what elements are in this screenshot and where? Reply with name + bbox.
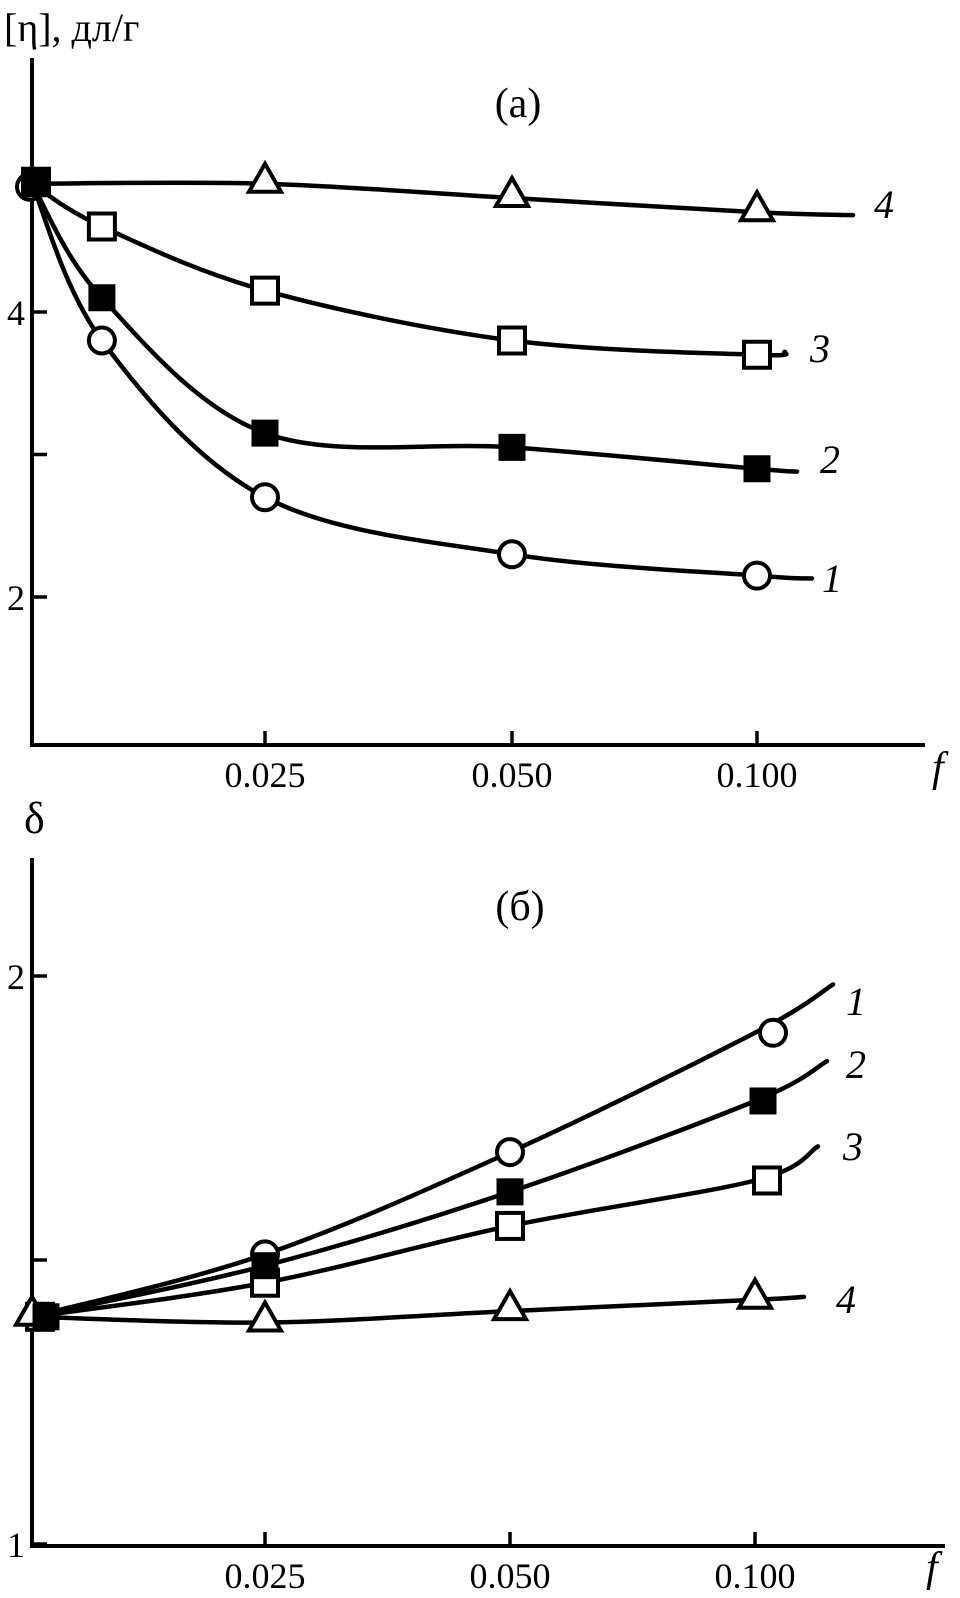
panel-a-series-1-curve: [29, 181, 815, 581]
panel-a-series-2-marker: [743, 455, 771, 483]
panel-b-y-tick-label: 1: [7, 1525, 25, 1565]
panel-a-series-1-marker: [86, 325, 117, 356]
panel-a-series-3-marker: [497, 325, 527, 356]
panel-a-series-4-marker: [737, 188, 777, 223]
panel-b-series-1-marker: [758, 1017, 788, 1048]
panel-a-x-axis-label: f: [932, 745, 944, 791]
panel-a-x-tick-label: 0.025: [225, 755, 306, 795]
panel-a-series-2-curve: [29, 181, 800, 474]
panel-a-series-3-marker: [742, 339, 772, 370]
panel-b-series-4-marker: [735, 1275, 775, 1310]
panel-a-series-3-label: 3: [809, 326, 830, 371]
panel-b-series-1-marker: [495, 1137, 525, 1168]
panel-a-series-1-marker: [497, 539, 527, 570]
panel-b-x-tick-label: 0.050: [470, 1556, 551, 1596]
panel-b-series-3-marker: [495, 1210, 525, 1241]
panel-a-y-tick-label: 4: [7, 293, 25, 333]
panel-b-series-4-marker: [490, 1287, 530, 1322]
panel-a-series-4-marker: [245, 159, 285, 194]
panel-b-y-tick-label: 2: [7, 957, 25, 997]
panel-a-title: (a): [494, 81, 542, 127]
panel-a-series-2-marker: [251, 419, 279, 447]
panel-a-y-tick-label: 2: [7, 578, 25, 618]
panel-b-series-3-label: 3: [842, 1124, 863, 1169]
panel-b-y-axis-label: δ: [24, 794, 45, 843]
panel-b-series-4-marker: [245, 1298, 285, 1333]
panel-a-series-1-marker: [742, 560, 772, 591]
panel-b-series-2-marker: [251, 1252, 279, 1280]
panel-b-x-tick-label: 0.025: [225, 1556, 306, 1596]
panel-a-series-4-label: 4: [874, 182, 894, 227]
panel-a-series-2-label: 2: [820, 437, 840, 482]
panel-a: 0.025 0.050 0.100 4 2 1 2 3 4: [7, 58, 925, 795]
panel-a-series-2-marker: [22, 170, 50, 198]
panel-a-series-1-label: 1: [822, 556, 842, 601]
panel-a-series-4-marker: [492, 173, 532, 208]
panel-a-series-3-marker: [86, 211, 117, 242]
panel-b-title: (б): [495, 884, 545, 930]
panel-a-series-2-marker: [88, 284, 116, 312]
panel-a-axes: [30, 58, 925, 747]
panel-b-series-3-marker: [752, 1165, 782, 1196]
panel-b-series-2-marker: [32, 1303, 60, 1331]
panel-b-series-1-label: 1: [846, 979, 866, 1024]
panel-b-series-2-label: 2: [846, 1042, 866, 1087]
panel-b-series-4-label: 4: [836, 1277, 856, 1322]
panel-b-axes: [30, 858, 945, 1548]
panel-b-series-1-curve: [29, 982, 836, 1320]
panel-b-series-2-marker: [496, 1178, 524, 1206]
panel-b: 0.025 0.050 0.100 2 1 1 2 3 4: [7, 858, 945, 1596]
panel-a-y-axis-label: [η], дл/г: [4, 5, 140, 50]
panel-a-x-tick-label: 0.050: [472, 755, 553, 795]
panel-a-x-tick-label: 0.100: [717, 755, 798, 795]
panel-a-series-4-curve: [29, 180, 856, 218]
panel-b-series-2-marker: [749, 1087, 777, 1115]
panel-b-x-axis-label: f: [926, 1545, 938, 1591]
panel-a-series-3-marker: [250, 275, 280, 306]
panel-b-x-tick-label: 0.100: [715, 1556, 796, 1596]
panel-a-series-2-marker: [498, 433, 526, 461]
panel-a-series-1-marker: [250, 482, 280, 513]
